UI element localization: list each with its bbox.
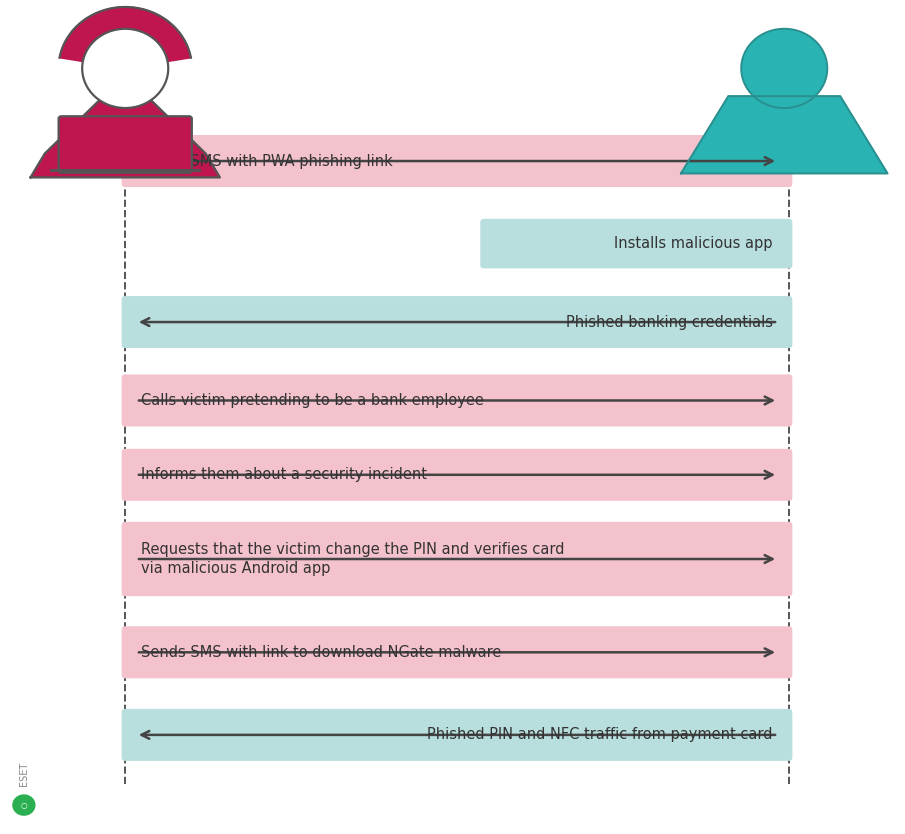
Circle shape xyxy=(13,794,35,816)
Polygon shape xyxy=(31,98,220,178)
Polygon shape xyxy=(60,7,191,68)
Text: ○: ○ xyxy=(21,801,27,810)
FancyBboxPatch shape xyxy=(121,374,793,426)
FancyBboxPatch shape xyxy=(121,709,793,761)
FancyBboxPatch shape xyxy=(121,522,793,596)
Text: Requests that the victim change the PIN and verifies card
via malicious Android : Requests that the victim change the PIN … xyxy=(141,541,565,576)
Circle shape xyxy=(741,28,827,108)
Text: Phished PIN and NFC traffic from payment card: Phished PIN and NFC traffic from payment… xyxy=(427,727,773,742)
FancyBboxPatch shape xyxy=(59,116,192,173)
Text: Sends SMS with link to download NGate malware: Sends SMS with link to download NGate ma… xyxy=(141,645,501,660)
Text: Calls victim pretending to be a bank employee: Calls victim pretending to be a bank emp… xyxy=(141,393,484,408)
FancyBboxPatch shape xyxy=(481,219,793,269)
Text: Phished banking credentials: Phished banking credentials xyxy=(566,314,773,329)
FancyBboxPatch shape xyxy=(121,449,793,500)
Text: Installs malicious app: Installs malicious app xyxy=(614,236,773,251)
Text: Sends SMS with PWA phishing link: Sends SMS with PWA phishing link xyxy=(141,153,393,168)
Text: Informs them about a security incident: Informs them about a security incident xyxy=(141,467,427,482)
FancyBboxPatch shape xyxy=(121,296,793,348)
Text: ESET: ESET xyxy=(19,761,29,786)
Polygon shape xyxy=(681,96,888,173)
FancyBboxPatch shape xyxy=(121,626,793,678)
Circle shape xyxy=(82,28,168,108)
FancyBboxPatch shape xyxy=(121,135,793,187)
